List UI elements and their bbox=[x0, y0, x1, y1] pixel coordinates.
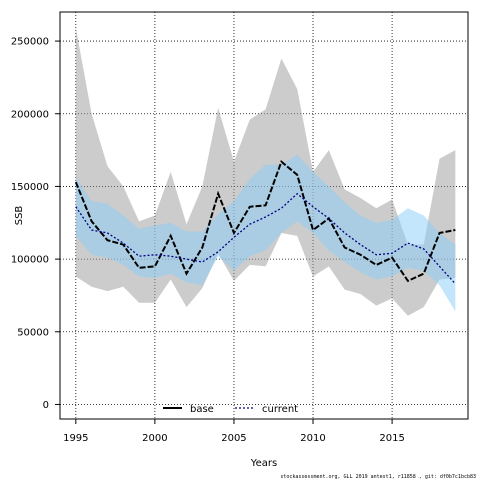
y-tick-label: 250000 bbox=[11, 37, 49, 48]
x-tick-label: 2005 bbox=[221, 433, 246, 444]
x-axis-label: Years bbox=[250, 458, 277, 469]
series-line-base bbox=[74, 160, 456, 283]
legend: base current bbox=[163, 404, 298, 415]
axes: 1995 2000 2005 2010 2015 0 50000 100000 150000 20… bbox=[11, 37, 405, 444]
y-tick-label: 150000 bbox=[11, 182, 49, 193]
plot-frame bbox=[59, 11, 469, 420]
legend-label-base: base bbox=[190, 404, 214, 415]
y-tick-label: 0 bbox=[43, 400, 49, 411]
legend-label-current: current bbox=[262, 404, 298, 415]
x-tick-label: 2000 bbox=[142, 433, 167, 444]
confidence-bands bbox=[75, 27, 456, 316]
confidence-band-current bbox=[75, 154, 456, 312]
series-lines bbox=[74, 160, 456, 285]
series-line-current bbox=[75, 192, 456, 285]
footer-credit: stockassessment.org, GLL 2019 antest1, r… bbox=[280, 474, 476, 480]
x-tick-label: 2015 bbox=[379, 433, 404, 444]
y-tick-label: 50000 bbox=[17, 327, 49, 338]
x-tick-label: 2010 bbox=[300, 433, 325, 444]
y-tick-label: 200000 bbox=[11, 109, 49, 120]
y-tick-label: 100000 bbox=[11, 255, 49, 266]
y-axis-label: SSB bbox=[14, 206, 25, 226]
x-tick-label: 1995 bbox=[63, 433, 88, 444]
